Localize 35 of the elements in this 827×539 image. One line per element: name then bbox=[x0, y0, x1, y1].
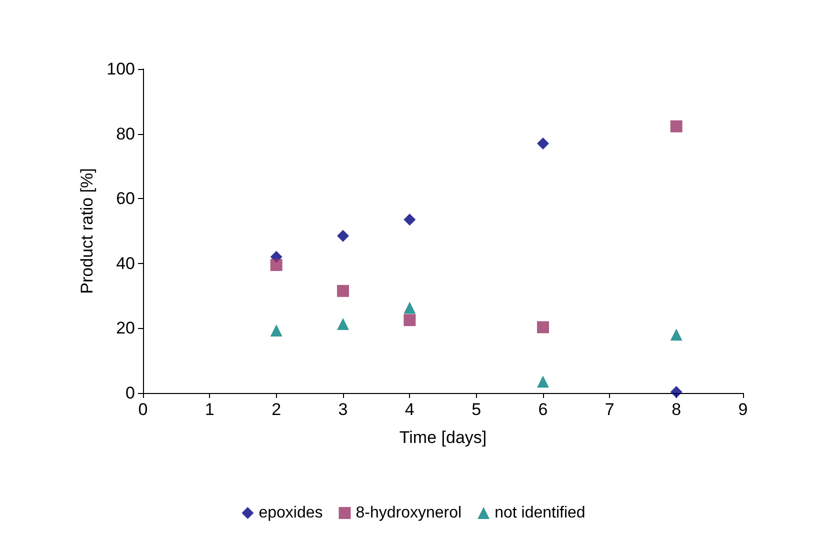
x-tick-label: 1 bbox=[204, 400, 214, 419]
y-tick-label: 0 bbox=[126, 384, 135, 402]
x-tick-label: 0 bbox=[138, 400, 148, 419]
point bbox=[337, 284, 349, 297]
point bbox=[270, 259, 282, 272]
x-axis-title: Time [days] bbox=[399, 428, 487, 447]
x-tick-label: 6 bbox=[538, 400, 548, 419]
y-tick-label: 80 bbox=[116, 124, 135, 144]
point bbox=[670, 328, 682, 341]
y-tick-label: 100 bbox=[106, 60, 135, 78]
point bbox=[337, 230, 349, 242]
legend-label: not identified bbox=[494, 504, 586, 522]
point bbox=[337, 318, 349, 330]
point bbox=[404, 314, 416, 326]
legend-label: epoxides bbox=[258, 504, 323, 522]
y-tick-label: 20 bbox=[116, 318, 135, 338]
point bbox=[537, 321, 549, 334]
point bbox=[270, 324, 282, 336]
point bbox=[670, 120, 682, 132]
x-tick-label: 8 bbox=[672, 400, 682, 419]
legend-label: 8-hydroxynerol bbox=[356, 504, 462, 522]
point bbox=[537, 376, 549, 388]
y-axis-title: Product ratio [%] bbox=[78, 168, 97, 294]
point bbox=[537, 138, 549, 150]
x-tick-label: 7 bbox=[604, 400, 614, 419]
x-tick-label: 9 bbox=[738, 400, 748, 419]
point bbox=[404, 302, 416, 314]
x-tick-label: 3 bbox=[338, 400, 348, 419]
y-tick-label: 40 bbox=[116, 254, 135, 273]
x-tick-label: 2 bbox=[272, 400, 282, 419]
x-tick-label: 5 bbox=[472, 400, 482, 419]
x-tick-label: 4 bbox=[404, 400, 414, 419]
y-tick-label: 60 bbox=[116, 189, 135, 208]
point bbox=[404, 214, 416, 226]
point bbox=[670, 386, 682, 398]
